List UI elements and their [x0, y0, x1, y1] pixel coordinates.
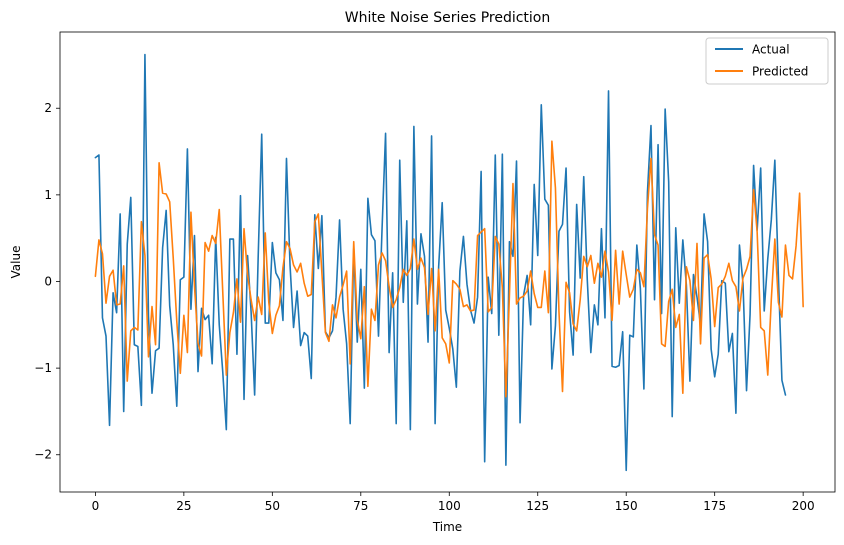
- plot-area: [60, 32, 835, 492]
- y-tick-label: −1: [34, 361, 52, 375]
- x-tick-label: 150: [615, 499, 638, 513]
- legend-label-actual: Actual: [752, 43, 790, 57]
- legend-label-predicted: Predicted: [752, 65, 808, 79]
- x-tick-label: 50: [265, 499, 280, 513]
- plot-background: [60, 32, 835, 492]
- plot-frame: [59, 31, 836, 493]
- x-tick-label: 125: [526, 499, 549, 513]
- x-tick-label: 25: [176, 499, 191, 513]
- series-lines: [94, 53, 804, 472]
- series-line-predicted: [94, 140, 804, 398]
- y-tick-label: 1: [44, 188, 52, 202]
- x-tick-label: 200: [792, 499, 815, 513]
- legend: Actual Predicted: [705, 37, 829, 85]
- x-tick-label: 100: [438, 499, 461, 513]
- chart-title: White Noise Series Prediction: [345, 10, 551, 26]
- y-tick-label: 0: [44, 274, 52, 288]
- y-tick-label: 2: [44, 101, 52, 115]
- x-tick-label: 0: [92, 499, 100, 513]
- x-axis: 0 25 50 75 100 125 150 175 200: [92, 492, 815, 513]
- y-axis: −2 −1 0 1 2: [34, 101, 60, 462]
- y-axis-label: Value: [9, 246, 23, 279]
- x-tick-label: 75: [353, 499, 368, 513]
- y-tick-label: −2: [34, 448, 52, 462]
- x-axis-label: Time: [432, 520, 462, 534]
- x-tick-label: 175: [703, 499, 726, 513]
- series-line-actual: [94, 53, 787, 472]
